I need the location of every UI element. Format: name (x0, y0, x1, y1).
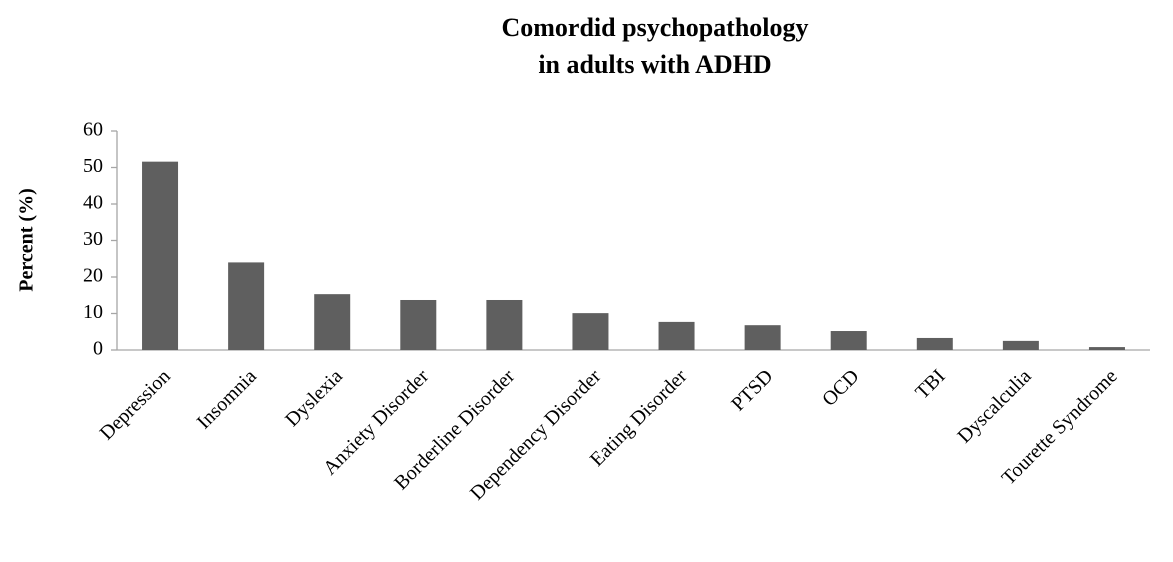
x-tick-label: Dyslexia (281, 365, 347, 431)
y-tick-label: 50 (83, 155, 103, 177)
bar (486, 299, 523, 350)
y-tick-label: 20 (83, 265, 103, 287)
bar (228, 262, 265, 350)
bar (1088, 347, 1125, 350)
x-tick-label: Dyscalculia (953, 365, 1035, 447)
bar (744, 325, 781, 350)
bar (400, 299, 437, 350)
bar (830, 331, 867, 350)
y-tick-label: 40 (83, 192, 103, 214)
y-tick-label: 60 (83, 119, 103, 141)
bar (658, 321, 695, 350)
x-tick-label: PTSD (727, 365, 777, 415)
bar (314, 294, 351, 350)
y-tick-label: 10 (83, 301, 103, 323)
y-tick-label: 30 (83, 228, 103, 250)
chart-title: in adults with ADHD (538, 50, 771, 79)
bar (572, 313, 609, 350)
y-tick-label: 0 (93, 338, 103, 360)
y-axis-label: Percent (%) (16, 188, 38, 291)
x-tick-label: TBI (911, 365, 949, 403)
x-tick-label: OCD (818, 365, 863, 410)
x-tick-label: Insomnia (193, 365, 261, 433)
x-tick-label: Depression (96, 365, 175, 444)
chart-title: Comordid psychopathology (502, 13, 809, 42)
bar (1002, 340, 1039, 350)
bar (916, 337, 953, 350)
bar (142, 161, 179, 350)
